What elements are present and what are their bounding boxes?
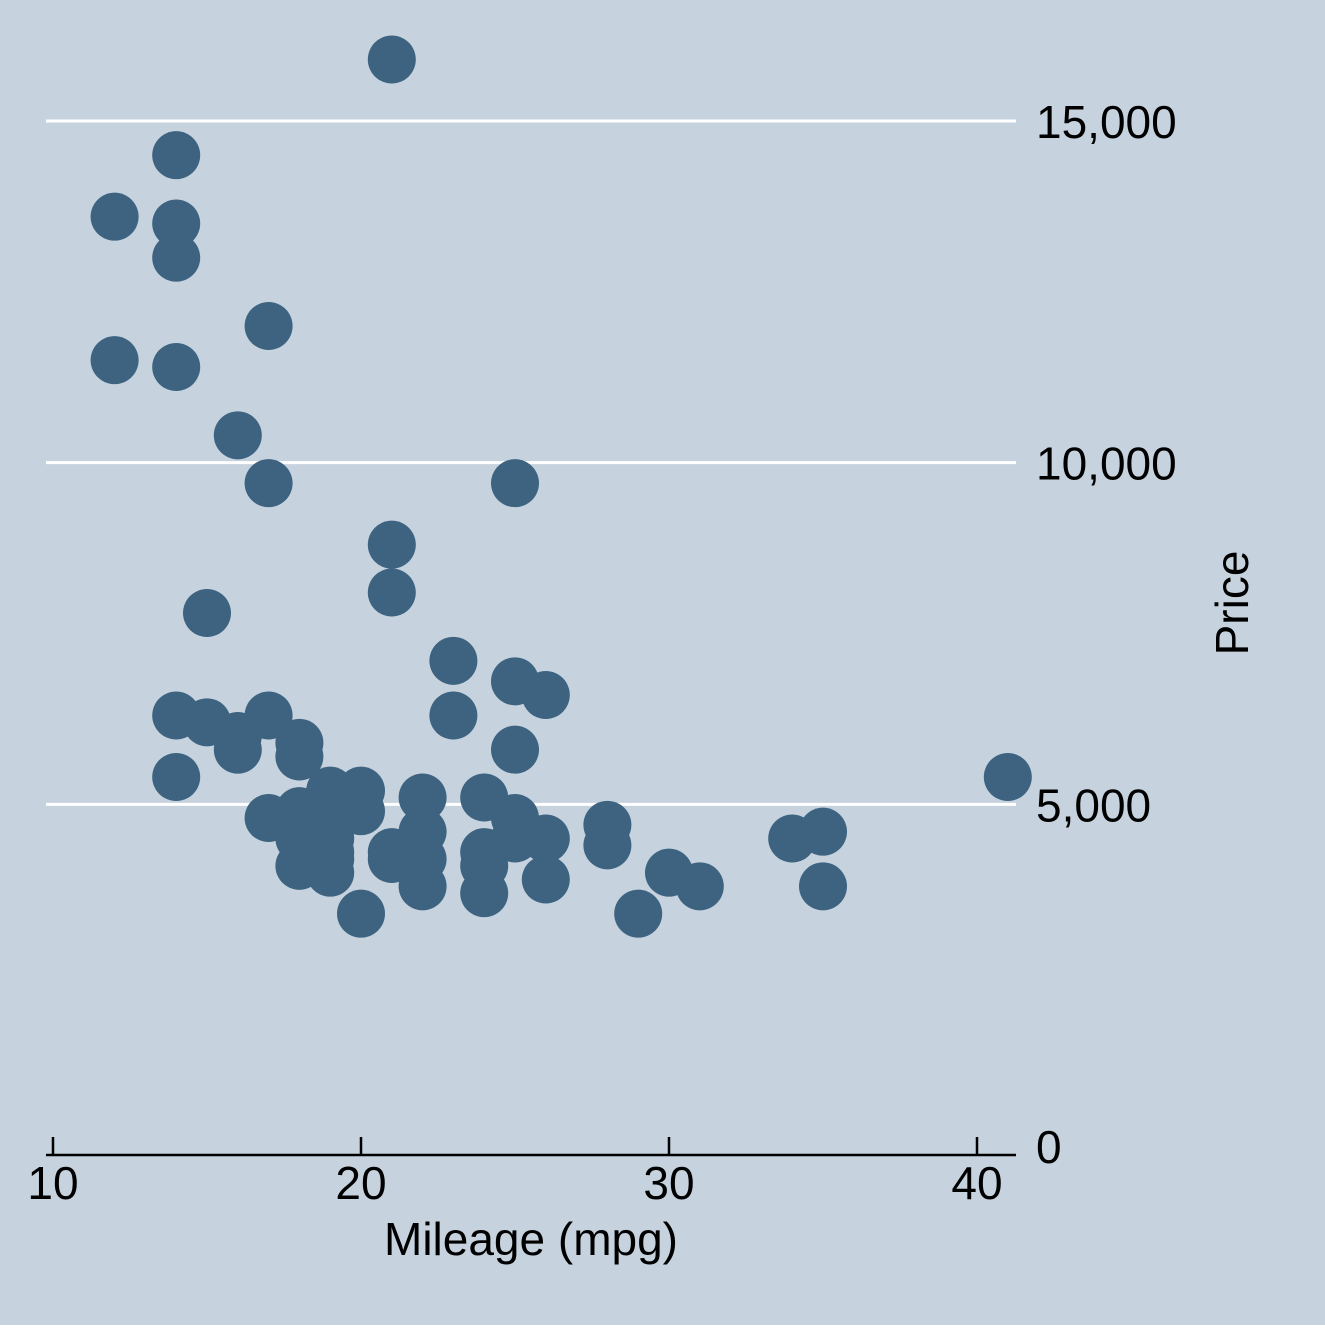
y-tick-label: 15,000	[1036, 96, 1177, 148]
data-point	[398, 773, 447, 822]
axes: 0 5,000 10,000 15,000 10 20 30 40	[27, 96, 1176, 1209]
x-tick-label: 30	[643, 1157, 694, 1209]
y-tick-label: 0	[1036, 1121, 1062, 1173]
data-point	[90, 336, 139, 385]
data-point	[90, 192, 139, 241]
data-point	[213, 411, 262, 460]
data-point	[521, 814, 570, 863]
data-point	[583, 821, 632, 870]
data-point	[521, 855, 570, 904]
data-point	[213, 725, 262, 774]
data-point	[491, 725, 539, 774]
data-point	[367, 568, 416, 617]
data-point	[306, 848, 355, 897]
data-point	[614, 889, 663, 938]
data-point	[183, 589, 231, 637]
y-axis-title: Price	[1206, 551, 1258, 656]
data-point	[429, 691, 478, 740]
data-point	[152, 343, 201, 391]
data-point	[152, 131, 201, 180]
data-point	[768, 814, 817, 863]
data-point	[244, 302, 293, 350]
data-point	[367, 520, 416, 569]
y-tick-label: 5,000	[1036, 779, 1151, 831]
data-point	[460, 869, 509, 918]
data-point	[491, 459, 539, 508]
data-point	[675, 862, 724, 911]
data-point	[799, 862, 847, 911]
data-point	[367, 35, 416, 84]
y-tick-label: 10,000	[1036, 438, 1177, 490]
x-tick-label: 20	[335, 1157, 386, 1209]
data-point	[429, 636, 478, 685]
data-point	[152, 753, 201, 801]
data-point	[275, 732, 324, 781]
data-point	[244, 459, 293, 508]
x-tick-label: 40	[951, 1157, 1002, 1209]
data-point	[152, 199, 201, 248]
data-points	[90, 35, 1032, 938]
x-axis-title: Mileage (mpg)	[384, 1213, 678, 1265]
data-point	[337, 889, 385, 938]
data-point	[983, 753, 1032, 801]
data-point	[398, 862, 447, 911]
data-point	[152, 233, 201, 282]
data-point	[521, 671, 570, 719]
x-tick-label: 10	[27, 1157, 78, 1209]
